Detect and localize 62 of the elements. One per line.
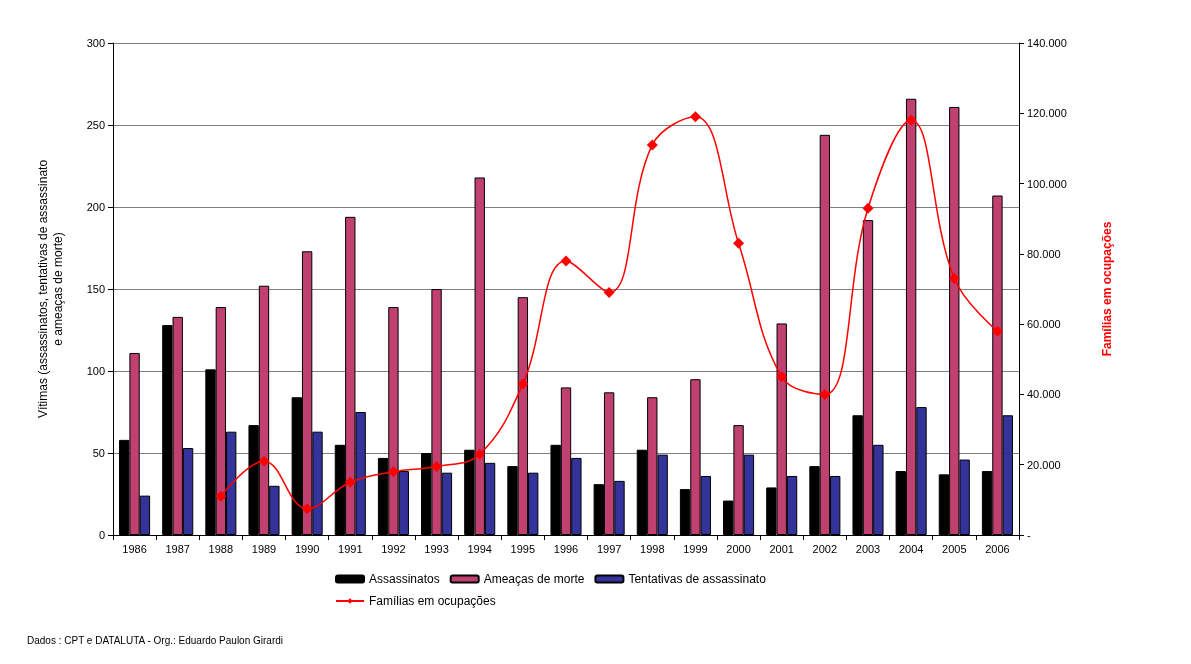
y-tick-label: 150 <box>86 283 105 295</box>
x-tick-label: 2005 <box>942 542 967 555</box>
point <box>517 378 529 390</box>
x-tick-label: 1995 <box>510 542 536 555</box>
x-tick-label: 1996 <box>553 542 579 555</box>
point <box>776 371 788 383</box>
x-tick-label: 2004 <box>898 542 924 555</box>
point <box>948 272 960 284</box>
y-axis-title: Vítimas (assassinatos, tentativas de assassinato e ameaças de morte) <box>35 159 65 419</box>
y2-tick-label: 40.000 <box>1027 388 1061 401</box>
y-tick-label: 0 <box>98 529 105 541</box>
x-tick-label: 2000 <box>726 542 751 555</box>
point <box>431 460 443 472</box>
y-tick-label: 100 <box>86 365 105 377</box>
point <box>991 325 1003 337</box>
x-tick-label: 1986 <box>122 542 147 555</box>
x-tick-label: 1998 <box>640 542 665 555</box>
y-tick-label: 250 <box>86 119 105 131</box>
y2-axis-title: Famílias em ocupações <box>1099 221 1114 357</box>
point <box>215 490 227 502</box>
legend-label: Tentativas de assassinato <box>628 572 767 586</box>
x-tick-label: 2002 <box>812 542 838 555</box>
y2-tick-label: 120.000 <box>1027 107 1067 120</box>
y2-tick-label: 20.000 <box>1027 458 1061 471</box>
legend-label: Famílias em ocupações <box>369 594 496 608</box>
legend-label: Ameaças de morte <box>483 572 585 586</box>
x-tick-label: 2003 <box>855 542 881 555</box>
x-tick-label: 1993 <box>424 542 449 555</box>
legend-label: Assassinatos <box>369 572 440 586</box>
point <box>301 503 313 515</box>
x-tick-label: 2006 <box>985 542 1010 555</box>
x-tick-label: 1997 <box>596 542 622 555</box>
x-tick-label: 2001 <box>769 542 794 555</box>
point <box>603 287 615 299</box>
point <box>862 202 874 214</box>
point <box>733 237 745 249</box>
y2-tick-label: 60.000 <box>1027 318 1061 331</box>
x-tick-label: 1990 <box>294 542 320 555</box>
point <box>258 455 270 467</box>
y-tick-label: 300 <box>86 37 105 49</box>
y2-tick-label: 100.000 <box>1027 177 1067 190</box>
point <box>905 114 917 126</box>
x-tick-label: 1994 <box>467 542 492 555</box>
x-tick-label: 1989 <box>251 542 277 555</box>
point <box>474 448 486 460</box>
y2-tick-label: 140.000 <box>1027 37 1067 49</box>
x-tick-label: 1992 <box>381 542 406 555</box>
y-tick-label: 200 <box>86 201 105 213</box>
point <box>689 111 701 123</box>
point <box>560 255 572 267</box>
y-tick-label: 50 <box>92 447 105 459</box>
point <box>387 466 399 478</box>
y2-tick-label: - <box>1027 529 1031 541</box>
x-tick-label: 1999 <box>683 542 708 555</box>
point <box>646 139 658 151</box>
point <box>344 476 356 488</box>
point <box>819 388 831 400</box>
y2-tick-label: 80.000 <box>1027 247 1061 260</box>
x-tick-label: 1991 <box>338 542 363 555</box>
x-tick-label: 1987 <box>165 542 190 555</box>
text: Dados : CPT e DATALUTA - Org.: Eduardo Paulon Girardi <box>27 634 284 646</box>
x-tick-label: 1988 <box>208 542 234 555</box>
